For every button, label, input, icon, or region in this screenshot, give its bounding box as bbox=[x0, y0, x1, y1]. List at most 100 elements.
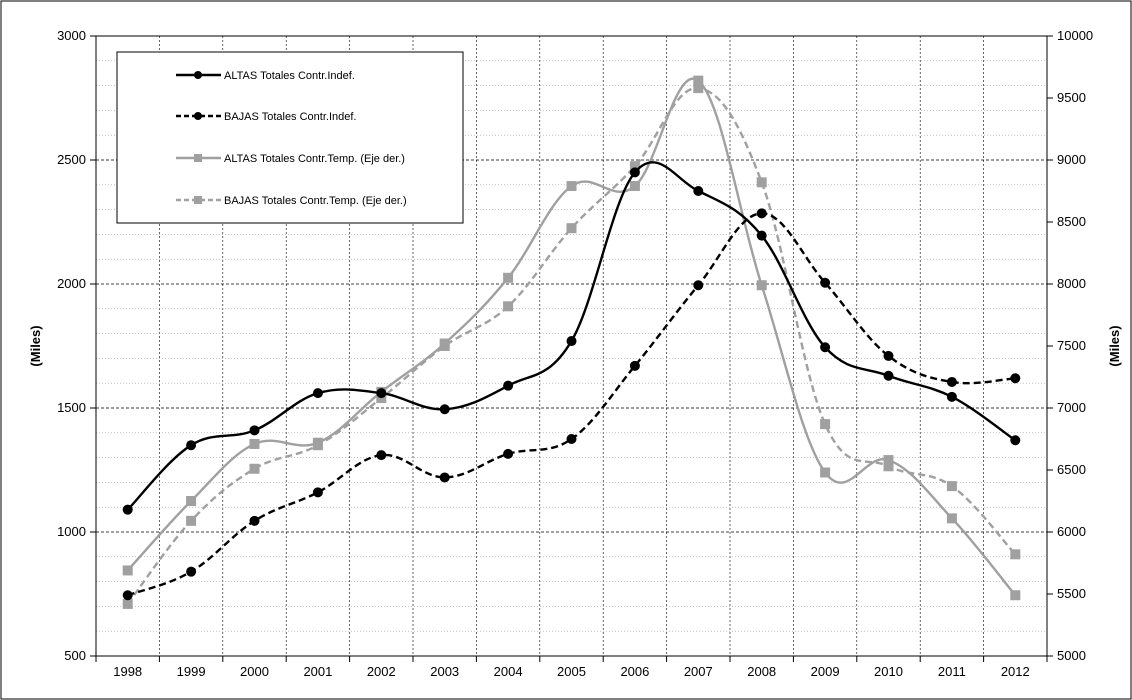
right-axis-tick-label: 6500 bbox=[1057, 462, 1086, 477]
right-axis-tick-label: 6000 bbox=[1057, 524, 1086, 539]
series-3-point bbox=[756, 280, 767, 291]
x-axis-tick-label: 2002 bbox=[367, 664, 396, 679]
series-2-point bbox=[439, 472, 450, 483]
legend-swatch-marker bbox=[194, 154, 202, 162]
right-axis-tick-label: 8000 bbox=[1057, 276, 1086, 291]
series-2-point bbox=[883, 350, 894, 361]
x-axis-tick-label: 2004 bbox=[494, 664, 523, 679]
series-3-point bbox=[249, 438, 260, 449]
left-axis-tick-label: 500 bbox=[64, 648, 86, 663]
series-1-point bbox=[883, 370, 894, 381]
series-3-point bbox=[693, 75, 704, 86]
series-2-point bbox=[946, 376, 957, 387]
right-axis-tick-label: 5000 bbox=[1057, 648, 1086, 663]
legend-label: ALTAS Totales Contr.Indef. bbox=[224, 70, 355, 82]
series-2-point bbox=[249, 515, 260, 526]
series-3-point bbox=[883, 455, 894, 466]
x-axis-tick-label: 2005 bbox=[557, 664, 586, 679]
x-axis-tick-label: 2012 bbox=[1001, 664, 1030, 679]
right-axis-tick-label: 5500 bbox=[1057, 586, 1086, 601]
left-axis-tick-label: 3000 bbox=[57, 28, 86, 43]
right-axis-tick-label: 7000 bbox=[1057, 400, 1086, 415]
series-4-point bbox=[946, 481, 957, 492]
legend-box bbox=[116, 51, 464, 224]
series-1-point bbox=[629, 167, 640, 178]
right-axis-tick-label: 9000 bbox=[1057, 152, 1086, 167]
right-axis-title: (Miles) bbox=[1107, 325, 1122, 366]
series-2-point bbox=[503, 448, 514, 459]
series-1-point bbox=[1010, 435, 1021, 446]
x-axis-tick-label: 1999 bbox=[177, 664, 206, 679]
series-3-point bbox=[946, 513, 957, 524]
series-1-point bbox=[186, 440, 197, 451]
series-2-point bbox=[186, 566, 197, 577]
series-4-point bbox=[820, 419, 831, 430]
left-axis-tick-label: 2000 bbox=[57, 276, 86, 291]
series-4-point bbox=[249, 463, 260, 474]
series-3-point bbox=[186, 496, 197, 506]
series-1-point bbox=[249, 425, 260, 436]
x-axis-tick-label: 2007 bbox=[684, 664, 713, 679]
series-1-point bbox=[439, 404, 450, 415]
series-4-point bbox=[122, 598, 133, 609]
right-axis-tick-label: 10000 bbox=[1057, 28, 1093, 43]
series-4-point bbox=[629, 161, 640, 172]
right-axis-tick-label: 7500 bbox=[1057, 338, 1086, 353]
series-1-point bbox=[376, 388, 387, 399]
series-2-point bbox=[122, 590, 133, 601]
x-axis-tick-label: 2011 bbox=[938, 664, 966, 679]
right-axis-tick-label: 8500 bbox=[1057, 214, 1086, 229]
legend-swatch-marker bbox=[194, 196, 202, 204]
series-4-point bbox=[883, 461, 894, 472]
series-4-line bbox=[126, 86, 1017, 605]
series-4-point bbox=[693, 83, 704, 94]
series-3-point bbox=[566, 181, 577, 192]
series-2-point bbox=[820, 277, 831, 288]
series-1-point bbox=[566, 336, 577, 347]
series-2-point bbox=[693, 280, 704, 291]
x-axis-tick-label: 2008 bbox=[747, 664, 776, 679]
legend-swatch-marker bbox=[194, 112, 202, 120]
series-2-point bbox=[312, 487, 323, 498]
series-2-point bbox=[756, 208, 767, 219]
x-axis-tick-label: 2003 bbox=[430, 664, 459, 679]
right-axis-tick-label: 9500 bbox=[1057, 90, 1086, 105]
series-4-point bbox=[756, 177, 767, 188]
series-3-point bbox=[629, 181, 640, 192]
series-2-point bbox=[566, 434, 577, 444]
series-1-point bbox=[820, 342, 831, 353]
x-axis-tick-label: 2010 bbox=[874, 664, 903, 679]
series-4-point bbox=[1010, 549, 1021, 560]
x-axis-tick-label: 2006 bbox=[620, 664, 649, 679]
series-1-line bbox=[126, 161, 1016, 511]
series-3-line bbox=[126, 77, 1017, 597]
x-axis-tick-label: 1998 bbox=[113, 664, 142, 679]
series-4-point bbox=[186, 515, 197, 526]
series-1-point bbox=[693, 186, 704, 196]
left-axis-title: (Miles) bbox=[28, 325, 43, 366]
series-3-point bbox=[122, 565, 133, 576]
x-axis-tick-label: 2009 bbox=[811, 664, 840, 679]
series-2-line bbox=[127, 212, 1016, 597]
series-3-point bbox=[1010, 590, 1021, 601]
legend-label: BAJAS Totales Contr.Temp. (Eje der.) bbox=[224, 195, 407, 207]
series-2-point bbox=[376, 450, 387, 461]
left-axis-tick-label: 2500 bbox=[57, 152, 86, 167]
series-4-point bbox=[503, 301, 514, 312]
x-axis-tick-label: 2000 bbox=[240, 664, 269, 679]
series-1-point bbox=[312, 388, 323, 399]
series-1-point bbox=[503, 380, 514, 391]
series-2-point bbox=[1010, 373, 1021, 384]
series-2-point bbox=[629, 360, 640, 371]
legend-swatch-marker bbox=[194, 71, 202, 79]
left-axis-tick-label: 1000 bbox=[57, 524, 86, 539]
legend-label: ALTAS Totales Contr.Temp. (Eje der.) bbox=[224, 153, 405, 165]
series-3-point bbox=[503, 272, 514, 283]
series-1-point bbox=[946, 391, 957, 402]
series-1-point bbox=[122, 504, 133, 515]
series-1-point bbox=[756, 230, 767, 241]
series-4-point bbox=[566, 223, 577, 234]
x-axis-tick-label: 2001 bbox=[303, 664, 332, 679]
